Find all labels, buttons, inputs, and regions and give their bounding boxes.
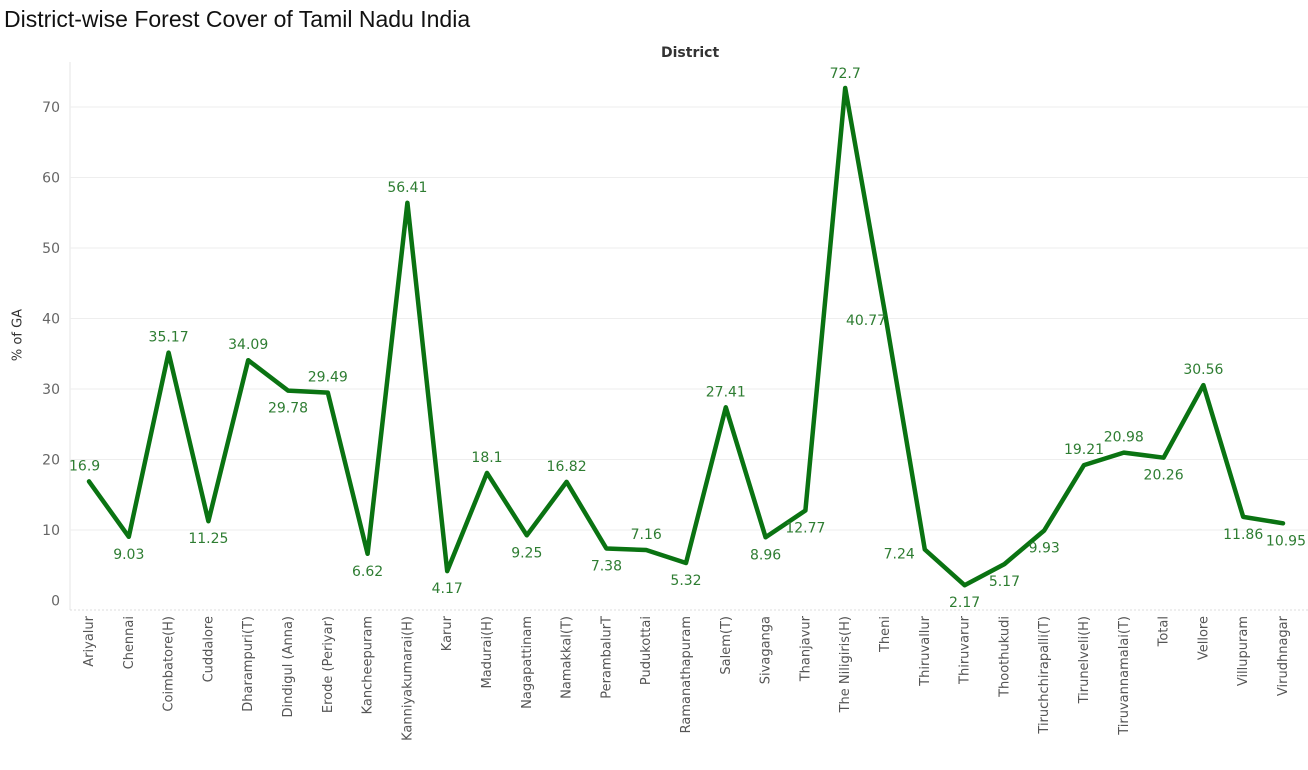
data-label: 11.86 — [1223, 527, 1263, 543]
x-tick-label: Cuddalore — [201, 616, 216, 682]
y-tick-label: 30 — [42, 382, 60, 398]
data-label: 29.49 — [308, 370, 348, 386]
data-label: 19.21 — [1064, 442, 1104, 458]
x-tick-label: Tiruvannamalai(T) — [1117, 616, 1132, 736]
x-tick-label: Ramanathapuram — [679, 616, 694, 733]
grid-lines — [69, 62, 1308, 611]
data-label: 12.77 — [785, 520, 825, 536]
data-label: 6.62 — [352, 564, 383, 580]
data-label: 4.17 — [432, 581, 463, 597]
data-label: 7.38 — [591, 558, 622, 574]
x-tick-label: Chennai — [122, 616, 137, 669]
y-tick-label: 40 — [42, 312, 60, 328]
x-tick-label: Theni — [878, 616, 893, 653]
x-tick-label: Thiruvarur — [958, 615, 973, 685]
x-tick-label: Salem(T) — [719, 616, 734, 675]
data-label: 5.17 — [989, 574, 1020, 590]
y-tick-label: 20 — [42, 453, 60, 469]
y-tick-label: 70 — [42, 100, 60, 116]
x-tick-label: PerambalurT — [599, 616, 614, 699]
x-tick-label: Karur — [440, 615, 455, 651]
x-tick-label: Tiruchchirapalli(T) — [1037, 616, 1052, 735]
x-tick-label: Villupuram — [1236, 616, 1251, 686]
data-label: 40.77 — [846, 313, 886, 329]
x-tick-label: Namakkal(T) — [560, 616, 575, 699]
x-axis: Ariyalur Chennai Coimbatore(H) Cuddalore Dha… — [82, 615, 1291, 741]
y-tick-label: 10 — [42, 523, 60, 539]
data-label: 18.1 — [471, 450, 502, 466]
data-label: 9.93 — [1029, 540, 1060, 556]
data-label: 35.17 — [149, 330, 189, 346]
data-label: 8.96 — [750, 547, 781, 563]
x-tick-label: Virudhnagar — [1276, 615, 1291, 696]
x-tick-label: Kancheepuram — [361, 616, 376, 714]
data-label: 2.17 — [949, 595, 980, 611]
data-label: 34.09 — [228, 337, 268, 353]
data-label: 7.16 — [631, 527, 662, 543]
x-tick-label: Sivaganga — [759, 616, 774, 684]
y-tick-label: 60 — [42, 171, 60, 187]
data-label: 9.03 — [113, 547, 144, 563]
x-tick-label: Thoothukudi — [997, 616, 1012, 698]
page-title: District-wise Forest Cover of Tamil Nadu… — [4, 6, 471, 32]
data-label: 27.41 — [706, 384, 746, 400]
x-tick-label: Coimbatore(H) — [162, 616, 177, 712]
data-label: 7.24 — [884, 546, 915, 562]
data-label: 72.7 — [830, 66, 861, 82]
data-label: 11.25 — [188, 531, 228, 547]
data-label: 16.82 — [547, 459, 587, 475]
x-tick-label: Thanjavur — [798, 615, 813, 682]
x-axis-header: District — [661, 45, 720, 61]
data-label: 30.56 — [1183, 362, 1223, 378]
y-axis-ticks: 0 10 20 30 40 50 60 70 — [42, 100, 60, 610]
data-label: 5.32 — [670, 573, 701, 589]
x-tick-label: Erode (Periyar) — [321, 616, 336, 713]
x-tick-label: Dindigul (Anna) — [281, 616, 296, 717]
data-label: 29.78 — [268, 401, 308, 417]
x-tick-label: Tirunelveli(H) — [1077, 616, 1092, 704]
series-line — [86, 85, 1286, 588]
x-tick-label: Dharampuri(T) — [241, 616, 256, 712]
y-tick-label: 0 — [51, 594, 60, 610]
x-tick-label: The Niligiris(H) — [838, 616, 853, 713]
x-tick-label: Madurai(H) — [480, 616, 495, 689]
data-label: 10.95 — [1266, 533, 1306, 549]
data-label: 9.25 — [511, 545, 542, 561]
data-label: 16.9 — [69, 458, 100, 474]
x-tick-label: Total — [1157, 616, 1172, 647]
x-tick-label: Ariyalur — [82, 615, 97, 666]
x-tick-label: Pudukottai — [639, 616, 654, 685]
data-label: 56.41 — [387, 180, 427, 196]
x-tick-label: Thiruvallur — [918, 615, 933, 686]
data-label: 20.26 — [1144, 468, 1184, 484]
x-tick-label: Vellore — [1196, 616, 1211, 660]
x-tick-label: Kanniyakumarai(H) — [400, 616, 415, 741]
y-tick-label: 50 — [42, 241, 60, 257]
x-tick-label: Nagapattinam — [520, 616, 535, 709]
data-label: 20.98 — [1104, 430, 1144, 446]
series-line-group — [86, 85, 1286, 588]
